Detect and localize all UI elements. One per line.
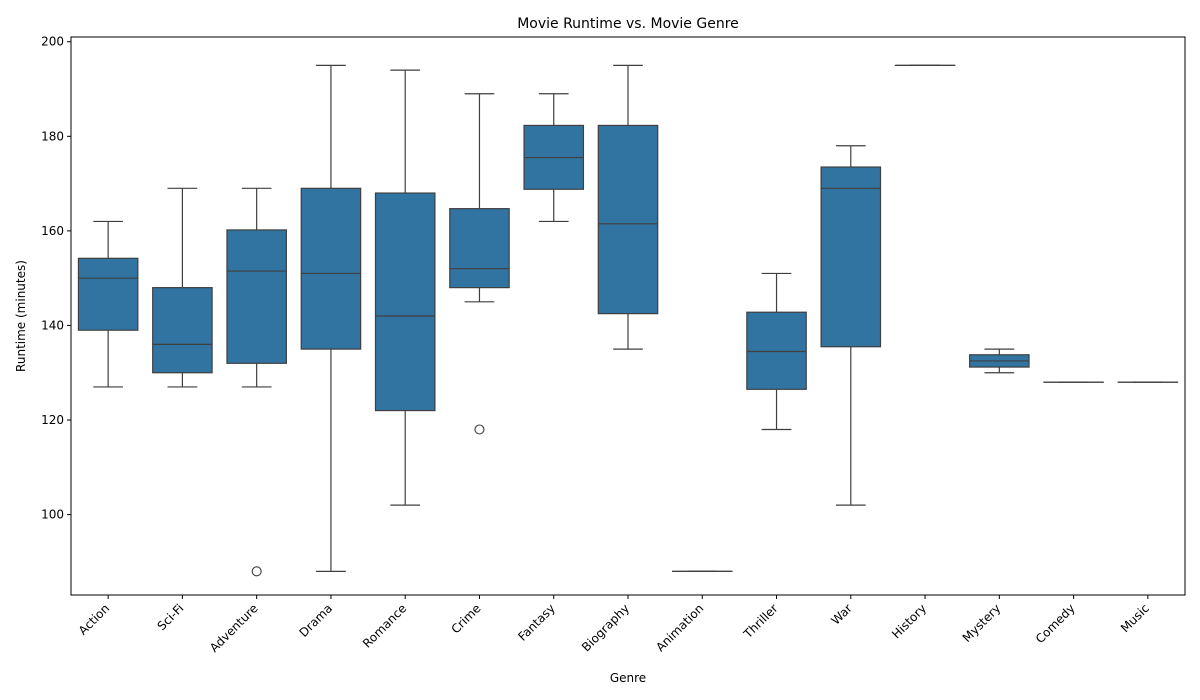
x-tick-label: Comedy [1033, 601, 1078, 646]
iqr-box [597, 124, 659, 315]
x-tick-label: Drama [296, 601, 335, 640]
box-thriller [746, 272, 807, 431]
iqr-box [226, 229, 287, 364]
y-axis-label: Runtime (minutes) [14, 260, 28, 372]
outlier-point [474, 424, 485, 435]
box-adventure [226, 187, 287, 577]
box-biography [597, 64, 659, 350]
iqr-box [820, 166, 882, 348]
y-tick-label: 160 [41, 224, 64, 238]
box-romance [374, 69, 436, 506]
x-tick-label: Thriller [740, 601, 780, 641]
x-tick-label: Biography [579, 601, 632, 654]
box-mystery [969, 348, 1030, 374]
x-axis-label: Genre [610, 671, 646, 685]
box-crime [449, 93, 510, 435]
x-tick-label: Adventure [207, 601, 261, 655]
y-tick-label: 120 [41, 413, 64, 427]
y-axis: 100 120 140 160 180 200 [41, 35, 71, 522]
box-war [820, 145, 882, 506]
iqr-box [152, 287, 213, 374]
iqr-box [300, 187, 362, 350]
y-tick-label: 140 [41, 318, 64, 332]
x-tick-label: Romance [360, 601, 409, 650]
x-tick-label: Sci-Fi [155, 601, 187, 633]
box-drama [300, 64, 362, 572]
x-tick-label: History [889, 601, 929, 641]
y-tick-label: 100 [41, 508, 64, 522]
x-tick-label: Action [76, 601, 112, 637]
y-tick-label: 180 [41, 129, 64, 143]
plot-area [70, 36, 1186, 596]
box-action [77, 220, 139, 388]
x-axis: Action Sci-Fi Adventure Drama Romance Crime Fa… [76, 595, 1152, 655]
x-tick-label: Crime [448, 601, 483, 636]
iqr-box [374, 192, 436, 412]
y-tick-label: 200 [41, 35, 64, 49]
iqr-box [746, 311, 807, 390]
box-sci-fi [152, 187, 213, 388]
outlier-point [251, 566, 262, 577]
x-tick-label: Mystery [960, 601, 1004, 645]
x-tick-label: Animation [653, 601, 706, 654]
box-fantasy [523, 93, 585, 223]
chart-title: Movie Runtime vs. Movie Genre [517, 16, 739, 32]
x-tick-label: War [828, 601, 854, 627]
x-tick-label: Fantasy [515, 601, 558, 644]
iqr-box [449, 208, 510, 289]
iqr-box [77, 257, 139, 331]
x-tick-label: Music [1118, 601, 1152, 635]
